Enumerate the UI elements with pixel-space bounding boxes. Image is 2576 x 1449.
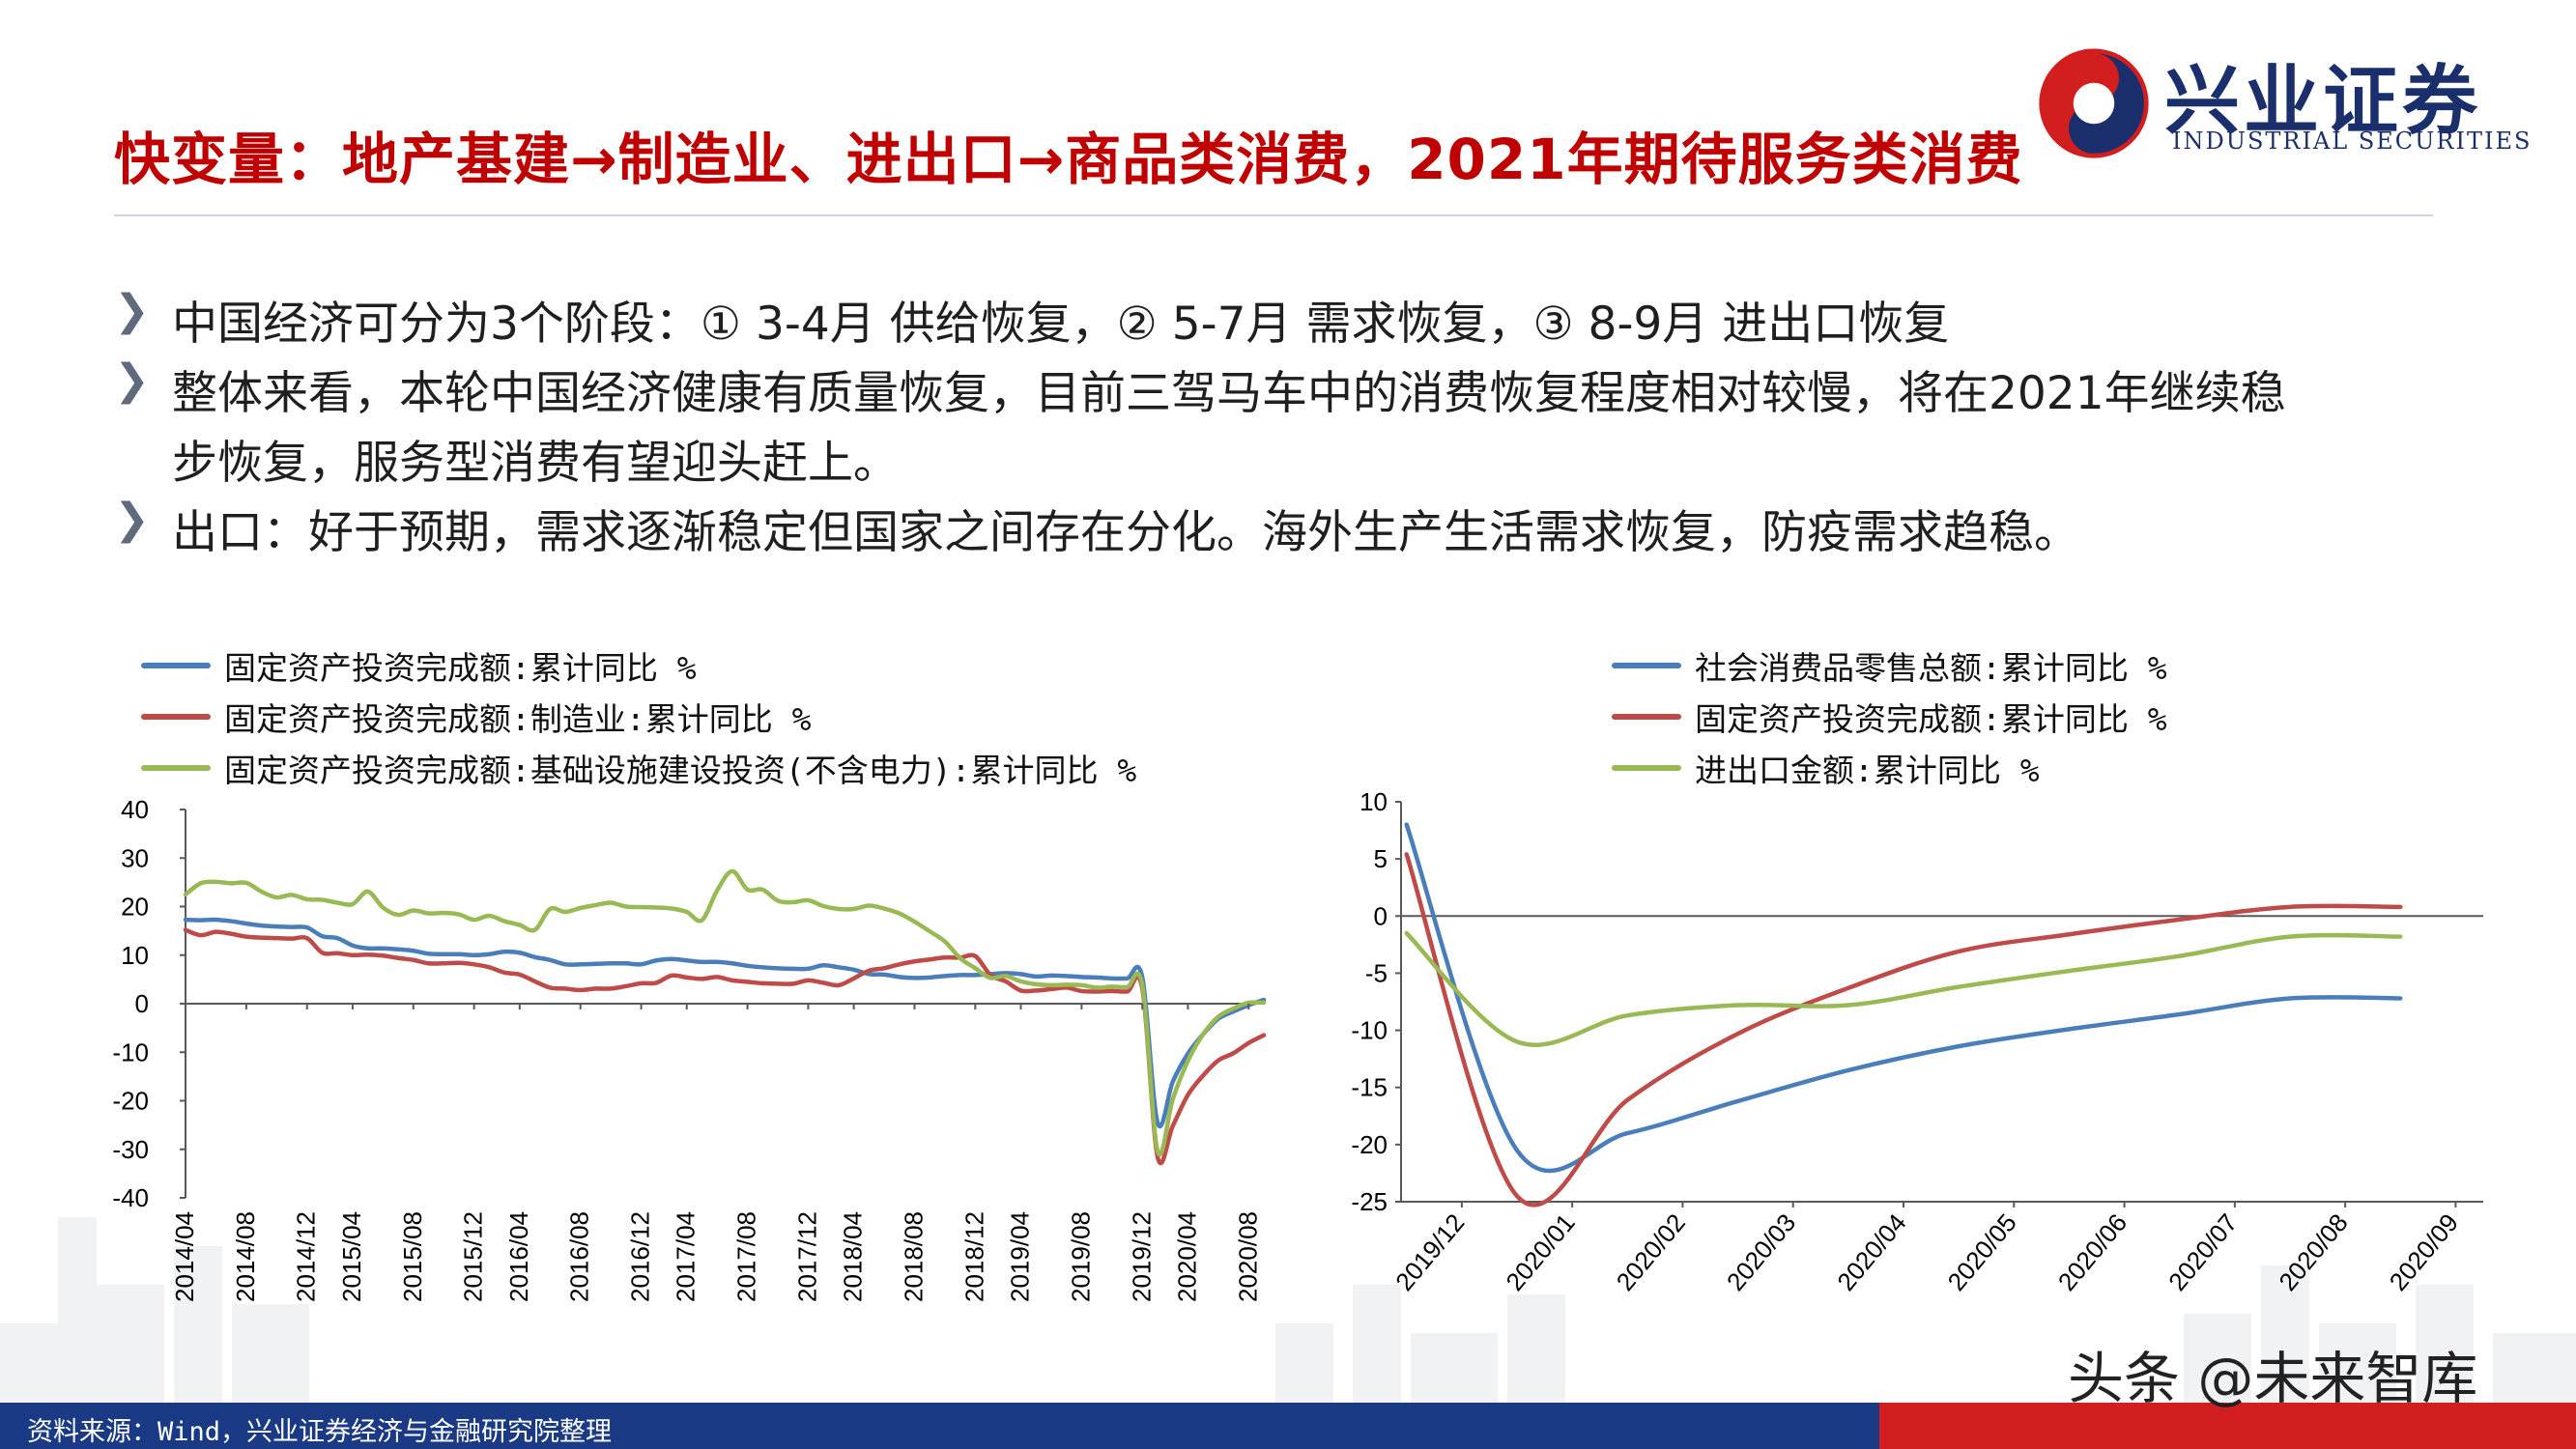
company-logo: 兴业证券 INDUSTRIAL SECURITIES [2037, 39, 2539, 164]
legend-item: 社会消费品零售总额:累计同比 % [1612, 642, 2167, 689]
watermark: 头条 @未来智库 [2068, 1346, 2478, 1411]
x-tick-label: 2020/01 [1500, 1208, 1580, 1296]
legend-swatch [141, 765, 211, 771]
x-tick-label: 2020/08 [2273, 1208, 2353, 1296]
x-tick-label: 2020/04 [1831, 1208, 1911, 1296]
chevron-right-icon: ❯ [114, 495, 150, 544]
y-tick-label: 40 [121, 795, 149, 824]
legend-label: 进出口金额:累计同比 % [1695, 752, 2040, 789]
bullet-text: 中国经济可分为3个阶段：① 3-4月 供给恢复，② 5-7月 需求恢复，③ 8-… [172, 298, 1950, 351]
skyline-decoration [0, 1217, 2576, 1403]
y-tick-label: -30 [112, 1135, 149, 1164]
y-tick-label: -10 [1351, 1016, 1388, 1045]
x-tick-label: 2014/12 [292, 1211, 321, 1302]
legend-label: 社会消费品零售总额:累计同比 % [1695, 649, 2167, 687]
x-tick-label: 2020/06 [2052, 1208, 2132, 1296]
legend-swatch [1612, 765, 1681, 771]
x-tick-label: 2015/12 [459, 1211, 488, 1302]
x-tick-label: 2018/04 [839, 1211, 868, 1302]
x-tick-label: 2016/12 [626, 1211, 655, 1302]
bullet-item: ❯ 出口：好于预期，需求逐渐稳定但国家之间存在分化。海外生产生活需求恢复，防疫需… [114, 495, 2079, 561]
series-line-1 [183, 917, 1267, 1129]
x-tick-label: 2015/04 [337, 1211, 366, 1302]
y-tick-label: -25 [1351, 1187, 1388, 1216]
x-tick-label: 2020/03 [1721, 1208, 1801, 1296]
x-tick-label: 2017/12 [792, 1211, 821, 1302]
legend-swatch [141, 714, 211, 720]
legend-swatch [1612, 663, 1681, 668]
legend-label: 固定资产投资完成额:累计同比 % [224, 649, 697, 687]
x-tick-label: 2020/04 [1172, 1211, 1201, 1302]
page-title: 快变量：地产基建→制造业、进出口→商品类消费，2021年期待服务类消费 [114, 127, 2023, 192]
x-tick-label: 2018/12 [959, 1211, 988, 1302]
x-tick-label: 2014/08 [231, 1211, 260, 1302]
fixed-asset-investment-chart: 40 30 20 10 0 -10 -20 -30 -40 2014/04 2014/08 2014/… [112, 795, 1267, 1302]
legend-item: 固定资产投资完成额:制造业:累计同比 % [141, 694, 811, 740]
footer-accent [1879, 1403, 2576, 1449]
x-tick-label: 2015/08 [398, 1211, 427, 1302]
bullet-text: 步恢复，服务型消费有望迎头赶上。 [172, 437, 899, 490]
logo-emblem-icon [2039, 48, 2149, 158]
logo-subtext: INDUSTRIAL SECURITIES [2172, 128, 2533, 155]
x-tick-label: 2018/08 [899, 1211, 928, 1302]
bullet-text: 出口：好于预期，需求逐渐稳定但国家之间存在分化。海外生产生活需求恢复，防疫需求趋… [172, 506, 2079, 559]
x-tick-label: 2017/04 [672, 1211, 701, 1302]
y-tick-label: -20 [112, 1087, 149, 1116]
bullet-item: ❯ 整体来看，本轮中国经济健康有质量恢复，目前三驾马车中的消费恢复程度相对较慢，… [114, 355, 2286, 422]
x-tick-label: 2019/04 [1006, 1211, 1035, 1302]
series-line-3 [183, 868, 1267, 1157]
y-tick-label: 10 [121, 941, 149, 970]
x-tick-label: 2017/08 [732, 1211, 761, 1302]
legend-swatch [1612, 714, 1681, 720]
x-tick-label: 2020/02 [1611, 1208, 1691, 1296]
y-tick-label: -5 [1365, 958, 1388, 987]
x-tick-label: 2019/12 [1127, 1211, 1156, 1302]
x-tick-label: 2020/09 [2384, 1208, 2464, 1296]
x-tick-label: 2020/07 [2162, 1208, 2243, 1296]
y-tick-label: 20 [121, 893, 149, 922]
legend-item: 固定资产投资完成额:累计同比 % [1612, 694, 2167, 740]
legend-swatch [141, 663, 211, 668]
x-tick-label: 2016/04 [504, 1211, 533, 1302]
x-tick-label: 2014/04 [170, 1211, 199, 1302]
y-tick-label: -40 [112, 1183, 149, 1212]
x-tick-label: 2019/08 [1066, 1211, 1095, 1302]
chevron-right-icon: ❯ [114, 355, 150, 405]
x-tick-label: 2019/12 [1389, 1208, 1470, 1296]
logo-text: 兴业证券 [2164, 57, 2482, 145]
y-tick-label: 30 [121, 843, 149, 872]
x-tick-label: 2020/05 [1941, 1208, 2021, 1296]
bullet-item: ❯ 中国经济可分为3个阶段：① 3-4月 供给恢复，② 5-7月 需求恢复，③ … [114, 286, 1949, 353]
y-tick-label: -10 [112, 1037, 149, 1066]
y-tick-label: 10 [1360, 787, 1388, 816]
x-tick-label: 2016/08 [565, 1211, 594, 1302]
source-note: 资料来源：Wind，兴业证券经济与金融研究院整理 [27, 1417, 613, 1447]
y-tick-label: 0 [135, 989, 149, 1018]
legend-label: 固定资产投资完成额:制造业:累计同比 % [224, 700, 812, 738]
legend-item: 固定资产投资完成额:累计同比 % [141, 642, 697, 689]
series-line-2 [1404, 852, 2403, 1208]
legend-item: 进出口金额:累计同比 % [1612, 745, 2040, 791]
series-line-3 [1404, 930, 2403, 1047]
y-tick-label: 0 [1374, 901, 1388, 930]
series-line-2 [183, 927, 1267, 1166]
y-tick-label: -20 [1351, 1130, 1388, 1159]
title-divider [114, 214, 2433, 216]
x-tick-label: 2020/08 [1233, 1211, 1262, 1302]
series-line-1 [1404, 822, 2403, 1174]
bullet-continuation: 步恢复，服务型消费有望迎头赶上。 [172, 425, 899, 492]
y-tick-label: 5 [1374, 844, 1388, 873]
chevron-right-icon: ❯ [114, 286, 150, 335]
legend-label: 固定资产投资完成额:累计同比 % [1695, 700, 2167, 738]
bullet-text: 整体来看，本轮中国经济健康有质量恢复，目前三驾马车中的消费恢复程度相对较慢，将在… [172, 367, 2286, 420]
y-tick-label: -15 [1351, 1073, 1388, 1102]
legend-label: 固定资产投资完成额:基础设施建设投资(不含电力):累计同比 % [224, 752, 1137, 789]
legend-item: 固定资产投资完成额:基础设施建设投资(不含电力):累计同比 % [141, 745, 1136, 791]
